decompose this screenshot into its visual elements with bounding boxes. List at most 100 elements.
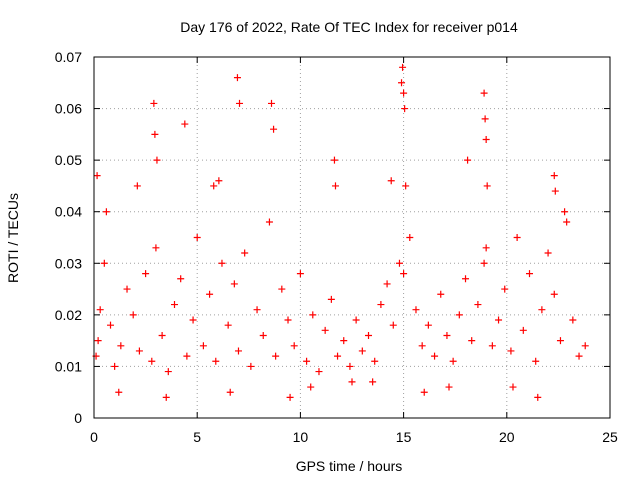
plot-frame: [93, 56, 611, 419]
y-tick-label: 0.01: [55, 358, 82, 374]
data-point: [226, 388, 234, 396]
data-point: [129, 311, 137, 319]
data-point: [462, 275, 470, 283]
axis-ticks: [93, 56, 611, 419]
data-point: [268, 99, 276, 107]
data-point: [526, 270, 534, 278]
data-point: [93, 172, 101, 180]
data-point: [230, 280, 238, 288]
data-point: [233, 74, 241, 82]
data-point: [389, 321, 397, 329]
y-tick-labels: 0 0.01 0.02 0.03 0.04 0.05 0.06 0.07: [55, 49, 82, 426]
data-point: [153, 156, 161, 164]
data-point: [406, 234, 414, 241]
data-point: [371, 357, 379, 365]
data-point: [321, 326, 329, 334]
data-point: [563, 218, 571, 226]
data-point: [551, 187, 559, 195]
x-tick-label: 15: [396, 429, 412, 445]
data-point: [158, 331, 166, 339]
data-point: [123, 285, 131, 293]
data-point: [210, 182, 218, 190]
data-point: [519, 326, 527, 334]
data-point: [398, 79, 406, 87]
data-point: [278, 285, 286, 293]
data-point: [480, 89, 488, 97]
data-point: [290, 342, 298, 350]
data-point: [286, 393, 294, 401]
data-point: [253, 306, 261, 314]
data-point: [100, 259, 108, 267]
data-point: [399, 63, 407, 71]
data-point: [445, 383, 453, 391]
data-point: [183, 352, 191, 360]
data-point: [340, 337, 348, 345]
data-point: [358, 347, 366, 355]
data-point: [331, 182, 339, 190]
data-point: [224, 321, 232, 329]
data-point: [402, 182, 410, 190]
data-point: [346, 362, 354, 370]
data-point: [507, 347, 515, 355]
data-point: [418, 342, 426, 350]
data-point: [495, 316, 503, 324]
data-point: [488, 342, 496, 350]
data-point: [481, 115, 489, 123]
data-points: [92, 63, 589, 401]
data-point: [383, 280, 391, 288]
data-point: [181, 120, 189, 128]
data-point: [395, 259, 403, 267]
data-point: [581, 342, 589, 350]
data-point: [296, 270, 304, 278]
data-point: [315, 368, 323, 376]
x-tick-label: 0: [90, 429, 98, 445]
data-point: [550, 172, 558, 180]
data-point: [142, 270, 150, 278]
y-tick-label: 0.02: [55, 307, 82, 323]
data-point: [309, 311, 317, 319]
data-point: [538, 306, 546, 314]
data-point: [544, 249, 552, 257]
y-axis-label: ROTI / TECUs: [5, 193, 21, 283]
data-point: [215, 177, 223, 185]
data-point: [133, 182, 141, 190]
data-point: [369, 378, 377, 386]
data-point: [150, 99, 158, 107]
x-axis-label: GPS time / hours: [296, 458, 403, 474]
data-point: [307, 383, 315, 391]
data-point: [162, 393, 170, 401]
data-point: [455, 311, 463, 319]
y-tick-label: 0.06: [55, 101, 82, 117]
data-point: [501, 285, 509, 293]
data-point: [401, 105, 409, 113]
y-tick-label: 0: [74, 410, 82, 426]
data-point: [177, 275, 185, 283]
data-point: [212, 357, 220, 365]
data-point: [330, 156, 338, 164]
data-point: [400, 89, 408, 97]
data-point: [569, 316, 577, 324]
data-point: [449, 357, 457, 365]
data-point: [218, 259, 226, 267]
data-point: [199, 342, 207, 350]
data-point: [387, 177, 395, 185]
data-point: [272, 352, 280, 360]
chart-title: Day 176 of 2022, Rate Of TEC Index for r…: [180, 19, 518, 35]
data-point: [534, 393, 542, 401]
data-point: [575, 352, 583, 360]
x-tick-label: 10: [293, 429, 309, 445]
data-point: [468, 337, 476, 345]
data-point: [561, 208, 569, 216]
data-point: [482, 136, 490, 144]
data-point: [365, 331, 373, 339]
data-point: [377, 301, 385, 309]
data-point: [513, 234, 521, 241]
data-point: [270, 125, 278, 133]
data-point: [206, 290, 214, 298]
data-point: [424, 321, 432, 329]
data-point: [303, 357, 311, 365]
data-point: [556, 337, 564, 345]
data-point: [170, 301, 178, 309]
